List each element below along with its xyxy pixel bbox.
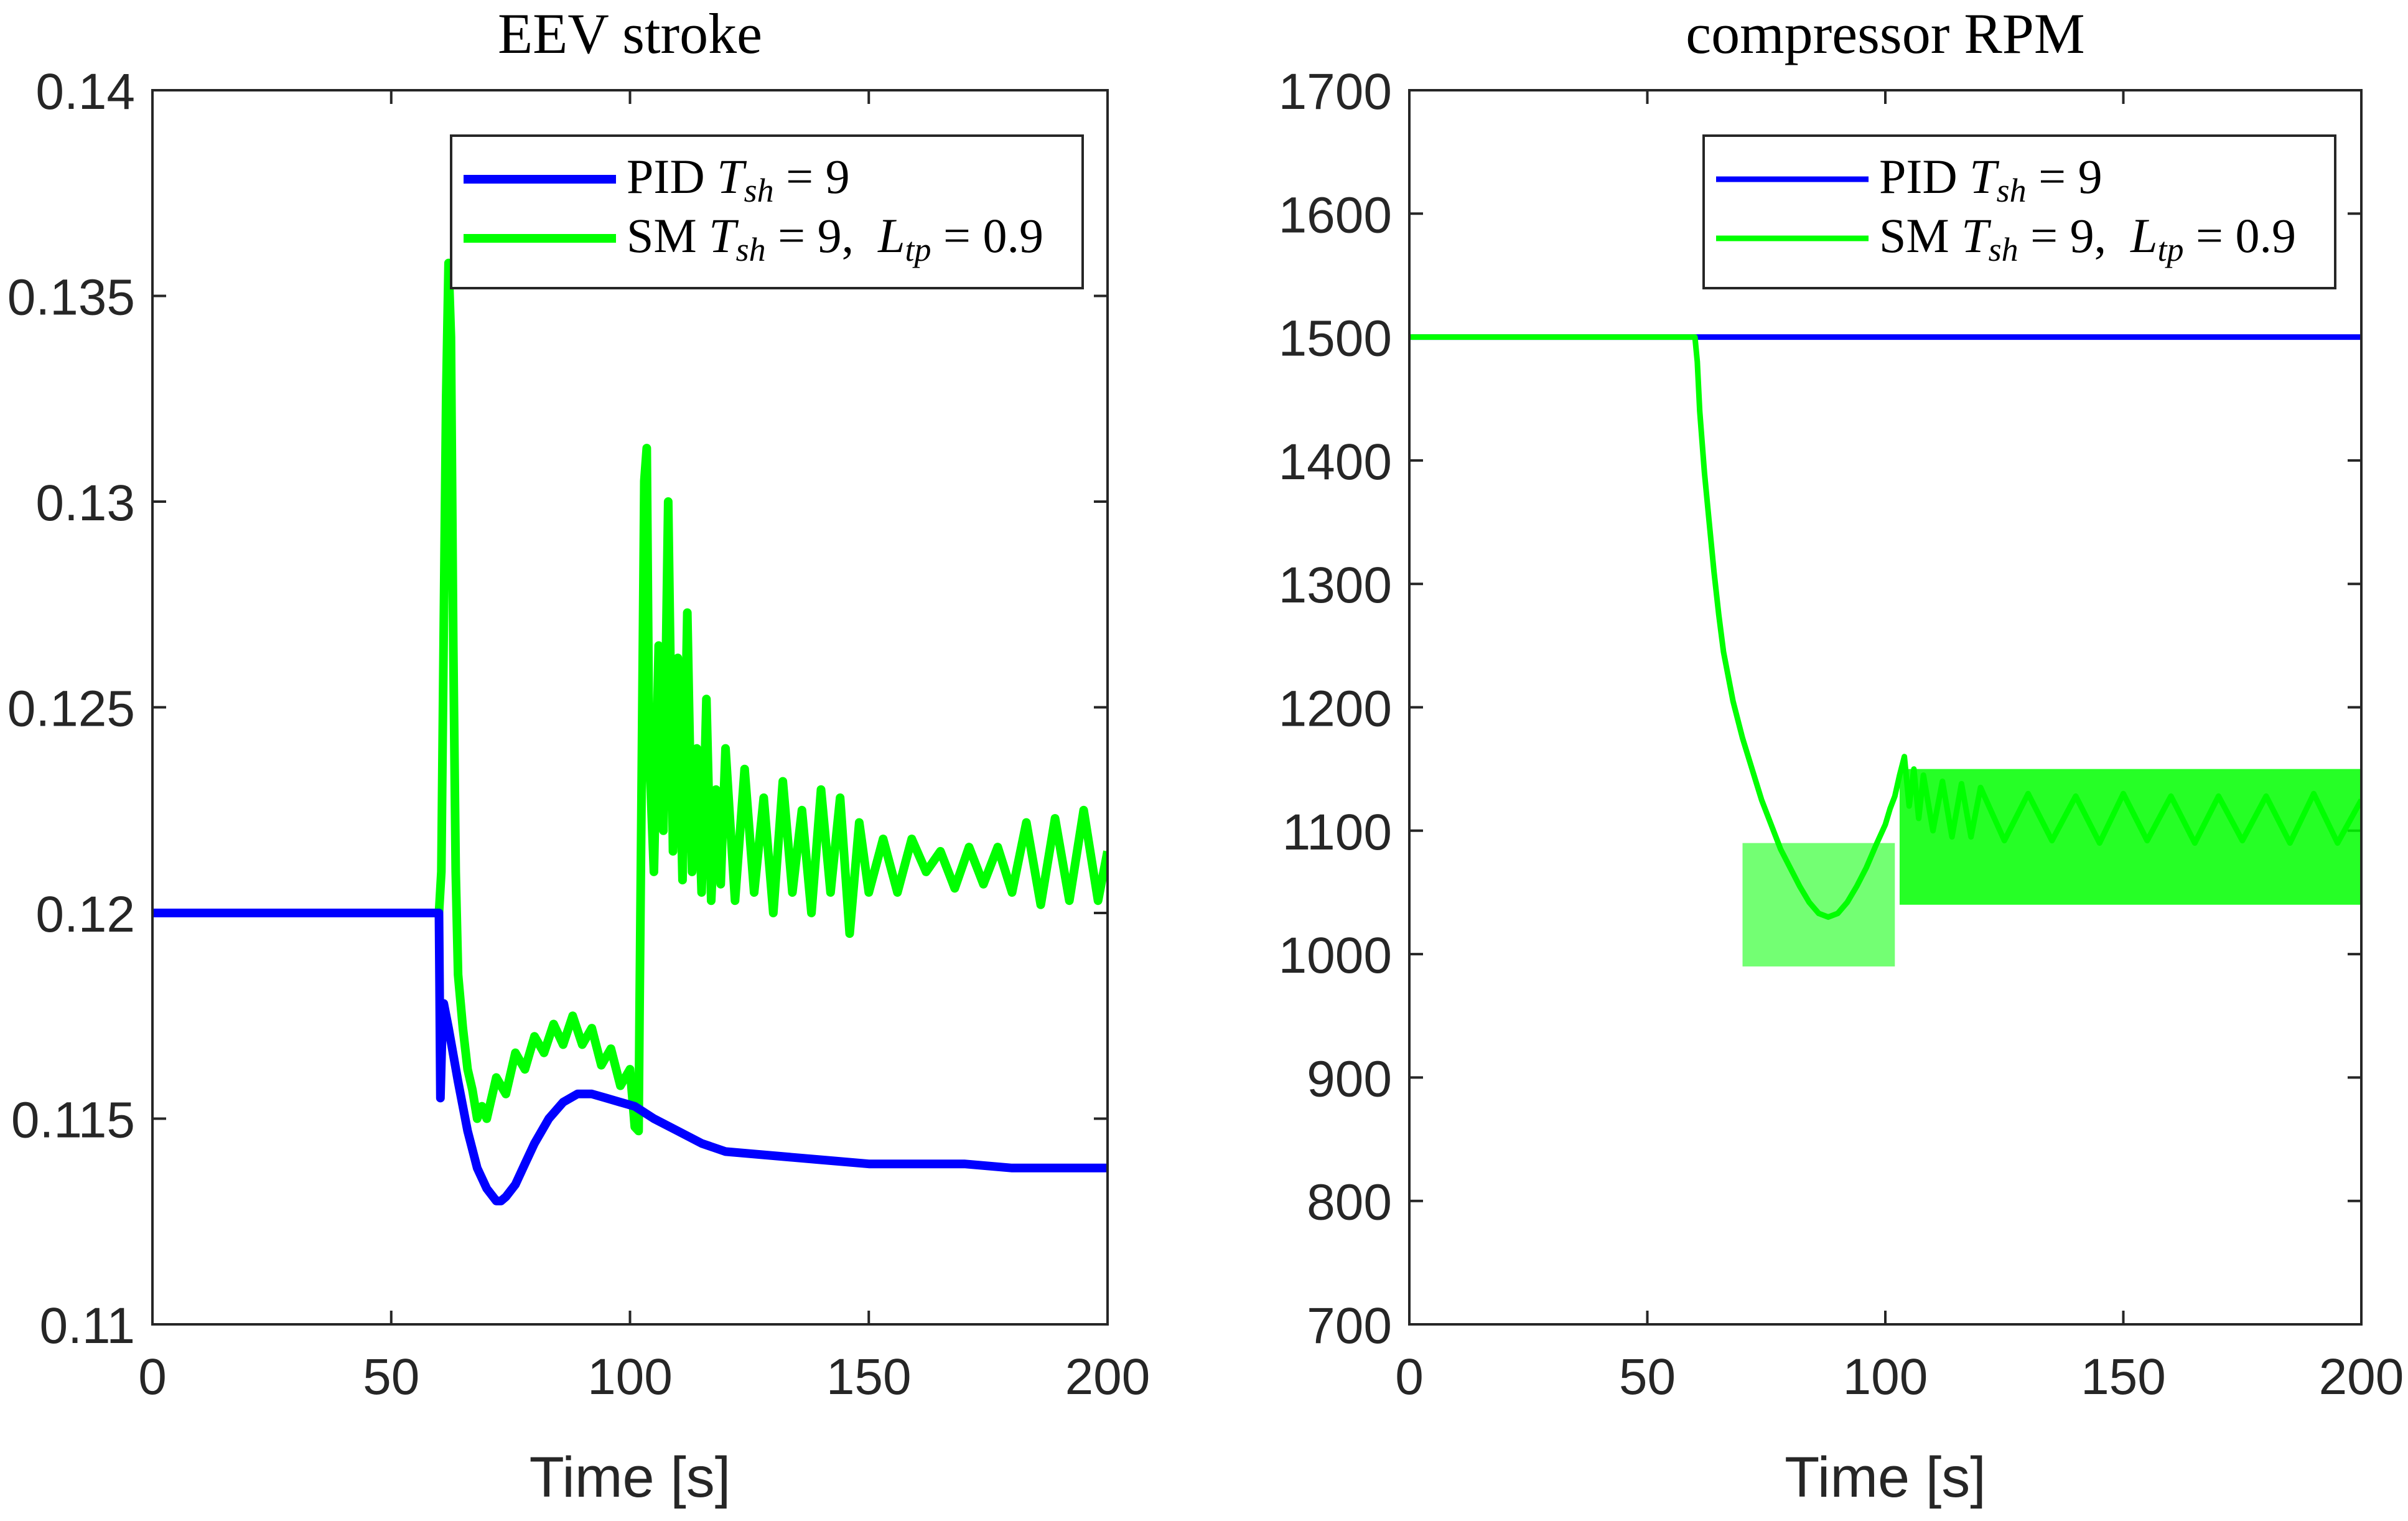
x-tick-label: 150 (2081, 1349, 2166, 1405)
legend-math-var: T (709, 208, 739, 263)
x-tick-label: 100 (587, 1349, 673, 1405)
y-tick-label: 0.125 (7, 681, 135, 737)
panel-eev-stroke: EEV stroke 0 50 100 150 200 0.11 0.115 0… (7, 2, 1150, 1509)
sm-oscillation-band-steady (1899, 769, 2361, 905)
x-tick-label: 50 (1619, 1349, 1676, 1405)
y-tick-label: 1100 (1282, 804, 1392, 861)
sm-oscillation-band-transient (1742, 843, 1895, 966)
legend-text: = 9 (774, 149, 850, 204)
legend-math-var: T (717, 149, 747, 204)
series-line-sm (152, 258, 1108, 1136)
y-tick-label: 1600 (1279, 187, 1392, 243)
legend: PID Tsh = 9 SM Tsh = 9, Ltp = 0.9 (450, 134, 1084, 289)
plot-area (1408, 89, 2363, 1326)
y-tick-label: 0.14 (35, 63, 135, 120)
legend-math-sub: sh (1997, 172, 2027, 209)
y-tick-label: 900 (1307, 1051, 1392, 1107)
legend-math-sub: tp (905, 231, 931, 268)
y-tick-label: 1500 (1279, 311, 1392, 367)
chart-title: EEV stroke (498, 2, 762, 65)
y-tick-labels: 700 800 900 1000 1100 1200 1300 1400 150… (1279, 63, 1392, 1354)
legend-math-var: T (1961, 208, 1991, 263)
legend-text: = 9, (2018, 208, 2131, 263)
y-tick-label: 1400 (1279, 434, 1392, 490)
panel-compressor-rpm: compressor RPM 0 50 100 150 200 700 800 … (1279, 2, 2404, 1509)
legend-text: SM (1879, 208, 1961, 263)
x-tick-label: 100 (1843, 1349, 1928, 1405)
legend-entry-pid: PID Tsh = 9 (1879, 149, 2102, 209)
y-tick-label: 1200 (1279, 681, 1392, 737)
y-tick-label: 0.11 (39, 1298, 135, 1354)
axes-background (1409, 90, 2361, 1324)
legend-box (450, 134, 1084, 289)
axes-frame (1408, 89, 2363, 1326)
legend-text: PID (1879, 149, 1969, 204)
series-line-pid (152, 909, 1108, 1205)
legend-text: SM (627, 208, 709, 263)
y-tick-label: 0.115 (11, 1092, 135, 1149)
x-axis-label: Time [s] (1785, 1446, 1986, 1509)
legend-text: PID (627, 149, 717, 204)
legend-text: = 9, (766, 208, 879, 263)
legend-text: = 0.9 (2184, 208, 2297, 263)
axes-frame (151, 89, 1109, 1326)
x-axis-label: Time [s] (530, 1446, 731, 1509)
chart-title: compressor RPM (1686, 2, 2084, 65)
x-tick-labels: 0 50 100 150 200 (138, 1349, 1150, 1405)
legend-text: = 0.9 (931, 208, 1044, 263)
y-tick-label: 1300 (1279, 557, 1392, 614)
legend-math-var: L (2130, 208, 2157, 263)
x-tick-label: 0 (138, 1349, 167, 1405)
y-tick-labels: 0.11 0.115 0.12 0.125 0.13 0.135 0.14 (7, 63, 135, 1354)
legend-entry-sm: SM Tsh = 9, Ltp = 0.9 (1879, 208, 2296, 268)
y-tick-label: 800 (1307, 1174, 1392, 1231)
plot-area (151, 89, 1109, 1326)
y-tick-label: 700 (1307, 1298, 1392, 1354)
legend-math-sub: tp (2158, 231, 2184, 268)
y-tick-label: 1700 (1279, 63, 1392, 120)
legend-entry-pid: PID Tsh = 9 (627, 149, 850, 209)
legend-math-sub: sh (744, 172, 774, 209)
x-tick-label: 200 (2319, 1349, 2404, 1405)
x-tick-labels: 0 50 100 150 200 (1395, 1349, 2404, 1405)
legend-text: = 9 (2027, 149, 2102, 204)
x-tick-label: 0 (1395, 1349, 1424, 1405)
legend: PID Tsh = 9 SM Tsh = 9, Ltp = 0.9 (1702, 134, 2336, 289)
y-tick-label: 0.135 (7, 269, 135, 326)
legend-math-var: L (877, 208, 905, 263)
legend-math-var: T (1969, 149, 1999, 204)
y-tick-label: 0.12 (35, 886, 135, 943)
x-tick-label: 50 (363, 1349, 419, 1405)
legend-box (1702, 134, 2336, 289)
legend-math-sub: sh (1989, 231, 2018, 268)
y-tick-label: 0.13 (35, 475, 135, 531)
x-tick-label: 200 (1065, 1349, 1150, 1405)
legend-math-sub: sh (736, 231, 766, 268)
x-tick-label: 150 (826, 1349, 912, 1405)
legend-entry-sm: SM Tsh = 9, Ltp = 0.9 (627, 208, 1043, 268)
y-tick-label: 1000 (1279, 927, 1392, 984)
